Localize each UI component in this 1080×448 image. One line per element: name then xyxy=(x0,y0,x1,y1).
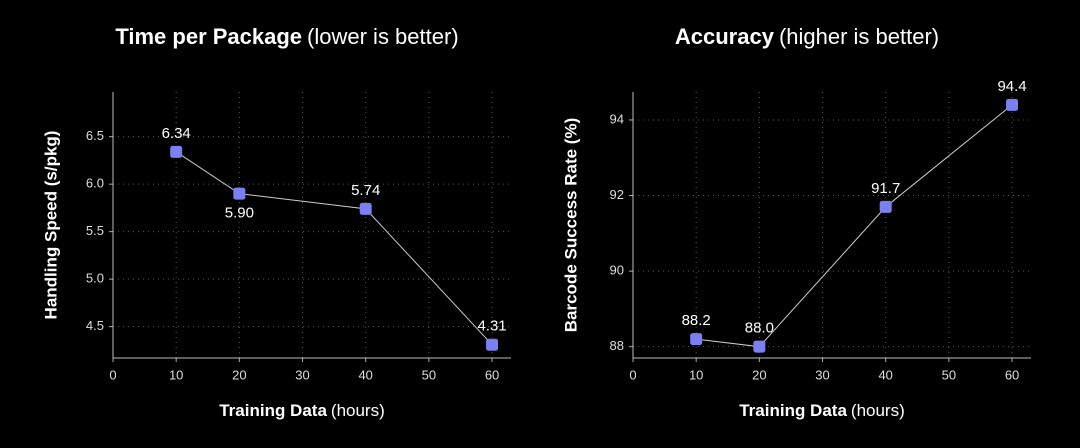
chart: Accuracy (higher is better)Training Data(… xyxy=(561,24,1031,420)
x-label-unit: (hours) xyxy=(331,401,385,420)
y-tick-label: 88 xyxy=(610,338,624,353)
marker xyxy=(359,202,372,215)
data-label: 5.90 xyxy=(225,205,254,222)
y-tick-label: 90 xyxy=(610,263,624,278)
chart: Time per Package (lower is better) Trainin… xyxy=(41,24,511,420)
x-axis-label: Training Data (hours) xyxy=(219,401,385,420)
x-tick-label: 20 xyxy=(752,367,766,382)
x-label-main: Training Data xyxy=(739,401,847,420)
data-label: 4.31 xyxy=(477,318,506,335)
x-tick-label: 20 xyxy=(232,367,246,382)
x-tick-label: 50 xyxy=(422,367,436,382)
data-label: 88.0 xyxy=(745,320,774,337)
y-axis-label: Barcode Success Rate (%) xyxy=(561,118,580,332)
title-main: Accuracy xyxy=(675,24,775,49)
y-tick-label: 5.0 xyxy=(86,271,104,286)
title-main: Time per Package xyxy=(115,24,302,49)
title-note: (lower is better) xyxy=(307,24,459,49)
marker xyxy=(486,338,499,351)
x-tick-label: 0 xyxy=(109,367,116,382)
marker xyxy=(170,145,183,158)
y-tick-label: 4.5 xyxy=(86,318,104,333)
x-label-main: Training Data xyxy=(219,401,327,420)
data-label: 94.4 xyxy=(997,78,1026,95)
line xyxy=(175,151,493,346)
data-label: 91.7 xyxy=(871,180,900,197)
data-label: 6.34 xyxy=(162,125,191,142)
x-tick-label: 0 xyxy=(629,367,636,382)
x-tick-label: 10 xyxy=(689,367,703,382)
line xyxy=(696,104,1013,348)
chart-title: Accuracy (higher is better) xyxy=(675,24,939,49)
x-axis-label: Training Data (hours) xyxy=(739,401,905,420)
x-tick-label: 40 xyxy=(878,367,892,382)
y-axis-label: Handling Speed (s/pkg) xyxy=(41,131,60,320)
x-tick-label: 30 xyxy=(295,367,309,382)
y-tick-label: 6.0 xyxy=(86,176,104,191)
x-tick-label: 60 xyxy=(485,367,499,382)
marker xyxy=(1006,98,1019,111)
marker xyxy=(690,333,703,346)
y-tick-label: 5.5 xyxy=(86,223,104,238)
data-label: 5.74 xyxy=(351,182,380,199)
marker xyxy=(233,187,246,200)
x-tick-label: 40 xyxy=(358,367,372,382)
marker xyxy=(753,340,766,353)
title-note: (higher is better) xyxy=(779,24,939,49)
y-tick-label: 6.5 xyxy=(86,128,104,143)
marker xyxy=(879,200,892,213)
y-tick-label: 94 xyxy=(610,111,624,126)
x-tick-label: 30 xyxy=(815,367,829,382)
x-tick-label: 10 xyxy=(169,367,183,382)
x-tick-label: 60 xyxy=(1005,367,1019,382)
y-tick-label: 92 xyxy=(610,187,624,202)
x-label-unit: (hours) xyxy=(851,401,905,420)
data-label: 88.2 xyxy=(682,312,711,329)
x-tick-label: 50 xyxy=(942,367,956,382)
chart-title: Time per Package (lower is better) xyxy=(115,24,458,49)
